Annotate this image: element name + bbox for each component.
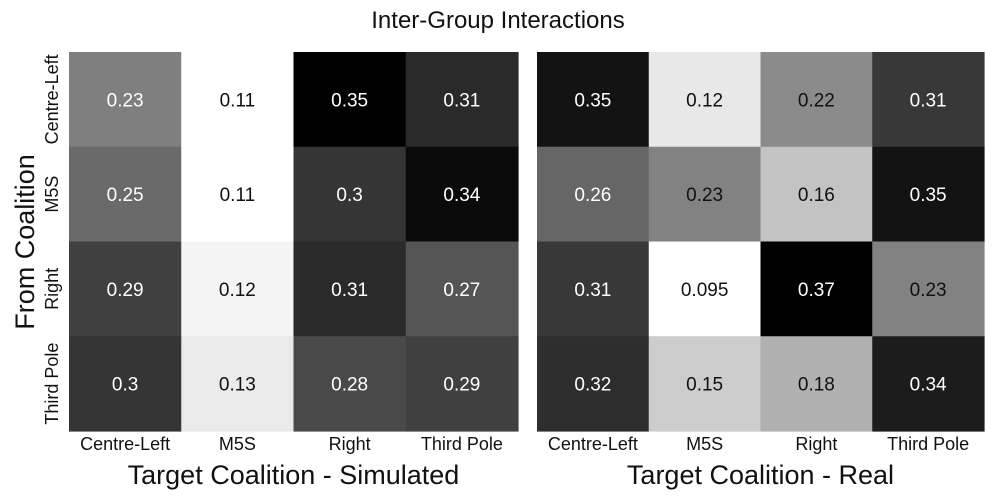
x-tick-label: Centre-Left [548, 434, 638, 454]
cell-value-label: 0.28 [331, 375, 368, 396]
heatmap-cell [181, 146, 295, 243]
heatmap-cell [405, 336, 519, 432]
heatmap-cell [405, 241, 519, 337]
heatmap-panels: 0.23 0.11 0.35 0.310.25 0.11 0.3 0.340.29 0.12 0… [42, 52, 985, 490]
cell-value-label: 0.23 [107, 90, 144, 111]
cell-value-label: 0.29 [443, 375, 480, 396]
heatmap-cell [648, 52, 762, 148]
heatmap-cell [872, 336, 985, 432]
heatmap-cell [872, 241, 985, 337]
heatmap-cell [405, 146, 519, 243]
cell-value-label: 0.12 [686, 90, 723, 111]
heatmap-cell [293, 336, 407, 432]
y-tick-label: M5S [42, 176, 62, 213]
heatmap-cell [69, 146, 182, 243]
heatmap-cell [537, 146, 650, 243]
cell-value-label: 0.27 [443, 280, 480, 301]
cell-value-label: 0.22 [798, 90, 835, 111]
cell-value-label: 0.11 [220, 90, 256, 111]
heatmap-cell [293, 52, 407, 148]
x-tick-label: Centre-Left [80, 434, 170, 454]
x-axis-title: Target Coalition - Simulated [128, 460, 460, 490]
cell-value-label: 0.35 [574, 90, 611, 111]
heatmap-panel-real: 0.35 0.12 0.22 0.31 0.26 0.23 0.16 0.35 0.31 0.09… [537, 52, 985, 490]
heatmap-cell [760, 52, 873, 148]
cell-value-label: 0.3 [336, 185, 362, 206]
cell-value-label: 0.31 [910, 90, 947, 111]
heatmap-cell [69, 52, 182, 148]
x-tick-label: M5S [686, 434, 723, 454]
x-axis-title: Target Coalition - Real [627, 460, 894, 490]
x-tick-label: Third Pole [887, 434, 969, 454]
cell-value-label: 0.31 [331, 280, 368, 301]
cell-value-label: 0.25 [107, 185, 144, 206]
heatmap-cell [760, 146, 873, 243]
heatmap-cell [181, 241, 295, 337]
x-tick-label: Right [329, 434, 371, 454]
heatmap-cell [405, 52, 519, 148]
cell-value-label: 0.31 [443, 90, 480, 111]
cell-value-label: 0.23 [686, 185, 723, 206]
y-axis-title: From Coalition [10, 154, 40, 330]
cell-value-label: 0.26 [574, 185, 611, 206]
heatmap-cell [648, 336, 762, 432]
heatmap-cell [537, 336, 650, 432]
heatmap-cell [872, 52, 985, 148]
cell-value-label: 0.18 [798, 375, 835, 396]
cell-value-label: 0.16 [798, 185, 835, 206]
cell-value-label: 0.15 [686, 375, 723, 396]
cell-value-label: 0.35 [910, 185, 947, 206]
heatmap-cell [537, 241, 650, 337]
cell-value-label: 0.29 [107, 280, 144, 301]
heatmap-cell [69, 241, 182, 337]
chart-title: Inter-Group Interactions [371, 7, 624, 34]
cell-value-label: 0.34 [443, 185, 480, 206]
heatmap-cell [648, 241, 762, 337]
heatmap-cell [537, 52, 650, 148]
cell-value-label: 0.13 [219, 375, 256, 396]
x-tick-label: Right [795, 434, 837, 454]
heatmap-panel-simulated: 0.23 0.11 0.35 0.31 0.25 0.11 0.3 0.34 0.29 0.12 0… [42, 52, 519, 490]
cell-value-label: 0.3 [112, 375, 138, 396]
heatmap-cell [293, 241, 407, 337]
heatmap-cell [181, 336, 295, 432]
heatmap-cell [648, 146, 762, 243]
y-tick-label: Centre-Left [42, 54, 62, 144]
heatmap-cell [69, 336, 182, 432]
y-tick-label: Right [42, 268, 62, 310]
cell-value-label: 0.31 [574, 280, 611, 301]
heatmap-cell [760, 336, 873, 432]
heatmap-cell [872, 146, 985, 243]
heatmap-cell [181, 52, 295, 148]
cell-value-label: 0.37 [798, 280, 835, 301]
x-tick-label: M5S [219, 434, 256, 454]
cell-value-label: 0.11 [220, 185, 256, 206]
cell-value-label: 0.12 [219, 280, 256, 301]
x-tick-label: Third Pole [421, 434, 503, 454]
cell-value-label: 0.095 [681, 280, 729, 301]
heatmap-cell [760, 241, 873, 337]
cell-value-label: 0.32 [574, 375, 611, 396]
cell-value-label: 0.23 [910, 280, 947, 301]
cell-value-label: 0.35 [331, 90, 368, 111]
cell-value-label: 0.34 [910, 375, 947, 396]
y-tick-label: Third Pole [42, 343, 62, 425]
heatmap-cell [293, 146, 407, 243]
